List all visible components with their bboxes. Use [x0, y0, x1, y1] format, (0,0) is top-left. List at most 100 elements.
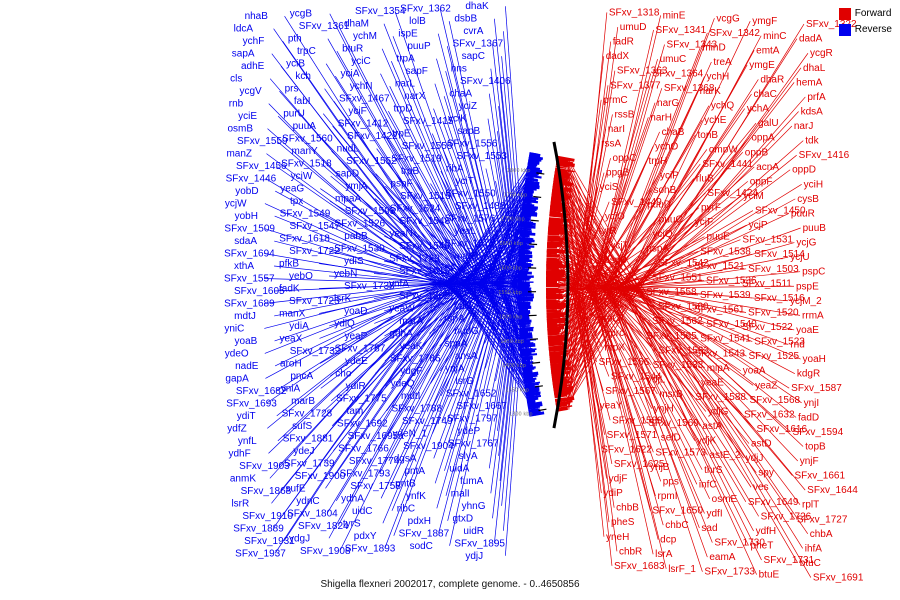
- gene-leader-line: [439, 265, 525, 322]
- reverse-gene-label: rspA: [444, 313, 465, 324]
- reverse-gene-label: SFxv_1446: [226, 174, 277, 185]
- reverse-gene-label: yobH: [235, 211, 258, 222]
- forward-gene-label: pspA: [646, 243, 669, 254]
- forward-gene-label: SFxv_1377: [610, 80, 661, 91]
- forward-gene-label: vcgG: [716, 13, 740, 24]
- gene-leader-line: [273, 28, 534, 406]
- reverse-gene-label: SFxv_1547: [289, 221, 340, 232]
- reverse-gene-label: SFxv_1519: [391, 154, 442, 165]
- gene-leader-line: [564, 188, 705, 514]
- forward-gene-label: proQ: [598, 313, 620, 324]
- gene-block: [522, 205, 536, 209]
- reverse-gene-label: yoaB: [235, 336, 258, 347]
- forward-gene-label: pphA: [610, 284, 634, 295]
- forward-gene-label: yoaE: [796, 325, 819, 336]
- reverse-gene-label: SFxv_1488: [455, 201, 506, 212]
- gene-leader-line: [565, 179, 809, 535]
- forward-gene-label: ycjF: [695, 217, 713, 228]
- forward-gene-label: SFxv_1726: [761, 511, 812, 522]
- forward-gene-label: SFxv_1416: [799, 150, 850, 161]
- forward-gene-label: minC: [763, 31, 786, 42]
- reverse-gene-label: SFxv_1546: [399, 241, 450, 252]
- gene-block: [546, 270, 559, 273]
- forward-gene-label: SFxv_1450: [755, 206, 806, 217]
- gene-block: [546, 248, 560, 251]
- forward-gene-label: infC: [699, 479, 717, 490]
- reverse-gene-label: hns: [451, 64, 467, 75]
- reverse-gene-label: sapF: [406, 66, 428, 77]
- gene-block: [520, 348, 533, 351]
- reverse-gene-label: yniA: [281, 383, 301, 394]
- legend-reverse-label: Reverse: [854, 24, 892, 35]
- gene-block: [546, 257, 558, 260]
- reverse-gene-label: SFxv_1693: [226, 398, 277, 409]
- forward-gene-label: SFxv_1520: [748, 307, 799, 318]
- reverse-gene-label: fabI: [294, 96, 311, 107]
- forward-gene-label: yciS: [600, 182, 619, 193]
- reverse-gene-label: yeaL: [454, 226, 476, 237]
- reverse-gene-label: ydiJ: [454, 301, 472, 312]
- forward-gene-label: puuR: [791, 208, 815, 219]
- forward-gene-label: SFxv_1562: [652, 316, 703, 327]
- reverse-gene-label: dhaK: [465, 1, 489, 12]
- gene-block: [546, 299, 557, 301]
- reverse-gene-label: pntA: [404, 466, 425, 477]
- reverse-gene-label: adhE: [241, 61, 265, 72]
- reverse-gene-label: SFxv_1518: [281, 159, 332, 170]
- reverse-gene-label: uidR: [463, 526, 484, 537]
- gene-leader-line: [278, 196, 530, 467]
- gene-leader-line: [388, 199, 530, 462]
- gene-block: [518, 282, 530, 285]
- forward-gene-label: SFxv_1511: [742, 278, 792, 289]
- forward-gene-label: SFxv_1727: [797, 514, 848, 525]
- forward-gene-label: SFxv_1563: [658, 345, 709, 356]
- reverse-gene-label: SFxv_1804: [287, 508, 338, 519]
- reverse-gene-label: SFxv_1415: [403, 116, 454, 127]
- forward-gene-label: yoaA: [743, 366, 766, 377]
- forward-gene-label: SFxv_1441: [702, 159, 753, 170]
- reverse-gene-label: fumA: [460, 476, 484, 487]
- forward-gene-label: SFxv_1342: [709, 28, 760, 39]
- gene-leader-line: [567, 165, 613, 566]
- gene-block: [546, 287, 559, 290]
- gene-block: [518, 248, 529, 252]
- forward-gene-label: pps: [663, 476, 679, 487]
- reverse-gene-label: SFxv_1652: [446, 388, 497, 399]
- reverse-gene-label: trpD: [393, 104, 412, 115]
- reverse-gene-label: SFxv_1552: [346, 156, 397, 167]
- forward-gene-label: prmC: [603, 95, 627, 106]
- gene-leader-line: [267, 214, 528, 429]
- kbp-tick-marks: 1300 kbp 1350 kbp 1400 kbp 1450 kbp 1500 kbp…: [498, 168, 547, 417]
- reverse-gene-label: marB: [291, 396, 315, 407]
- gene-leader-line: [565, 176, 659, 540]
- reverse-gene-label: SFxv_1910: [242, 511, 293, 522]
- reverse-gene-label: yciK: [448, 114, 467, 125]
- reverse-gene-label: slyA: [459, 451, 478, 462]
- forward-gene-label: mipA: [707, 363, 730, 374]
- reverse-gene-label: kch: [295, 71, 311, 82]
- forward-gene-label: rpmI: [658, 491, 678, 502]
- reverse-gene-label: sufE: [285, 483, 305, 494]
- forward-gene-label: SFxv_1569: [648, 418, 699, 429]
- forward-gene-label: pyrF: [701, 203, 721, 214]
- reverse-gene-label: cls: [230, 74, 242, 85]
- forward-gene-label: chbB: [616, 503, 639, 514]
- reverse-gene-label: ynfK: [406, 491, 426, 502]
- forward-gene-label: sohB: [653, 185, 676, 196]
- forward-gene-label: SFxv_1538: [700, 246, 751, 257]
- reverse-gene-label: narL: [395, 79, 415, 90]
- reverse-gene-label: SFxv_1456: [236, 161, 287, 172]
- reverse-gene-label: nudG: [454, 326, 479, 337]
- legend-forward: Forward: [838, 6, 892, 22]
- gene-leader-line: [567, 166, 799, 564]
- tick-label: 1300 kbp: [509, 411, 533, 417]
- reverse-gene-label: aroH: [280, 358, 302, 369]
- reverse-gene-label: SFxv_1557: [224, 274, 275, 285]
- reverse-gene-label: SFxv_1560: [282, 134, 333, 145]
- reverse-gene-label: SFxv_1802: [399, 291, 450, 302]
- reverse-gene-label: yeaG: [280, 184, 304, 195]
- gene-leader-line: [558, 251, 741, 372]
- tick-label: 1500 kbp: [499, 314, 523, 320]
- gene-block: [521, 209, 536, 214]
